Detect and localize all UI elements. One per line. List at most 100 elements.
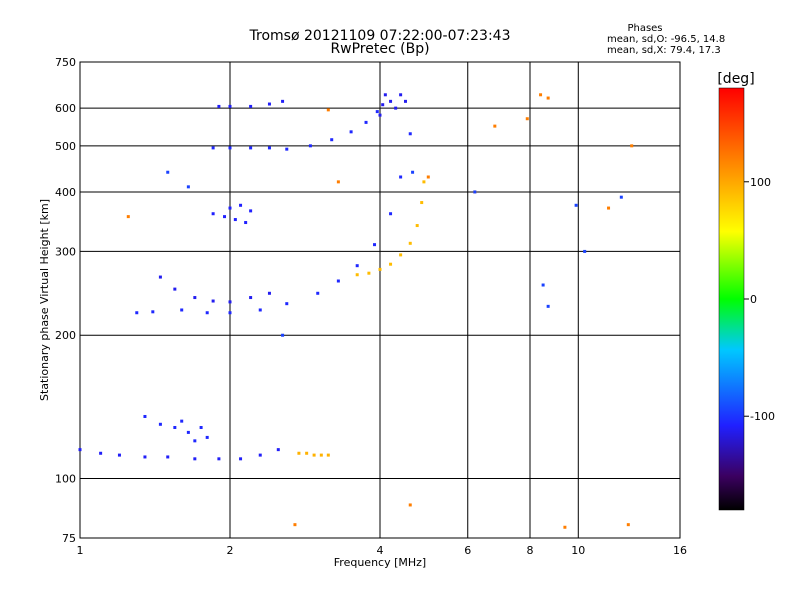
data-point [525, 117, 529, 121]
data-point [258, 453, 262, 457]
y-tick-label: 75 [62, 532, 76, 545]
colorbar-tick-label: -100 [750, 410, 775, 423]
grid-lines [79, 61, 681, 539]
data-point [281, 99, 285, 103]
data-point [143, 414, 147, 418]
data-point [258, 308, 262, 312]
data-point [249, 296, 253, 300]
data-point [205, 311, 209, 315]
data-point [408, 132, 412, 136]
data-point [399, 253, 403, 257]
data-point [319, 453, 323, 457]
data-point [411, 170, 415, 174]
data-point [180, 419, 184, 423]
x-axis-ticks: 1 2 4 6 8 10 16 [77, 544, 688, 557]
data-point [326, 453, 330, 457]
data-point [276, 448, 280, 452]
data-point [355, 264, 359, 268]
data-point [399, 175, 403, 179]
data-point [546, 96, 550, 100]
data-point [239, 203, 243, 207]
x-tick-label: 4 [377, 544, 384, 557]
data-point [193, 296, 197, 300]
phase-stats-o: mean, sd,O: -96.5, 14.8 [607, 34, 725, 45]
data-point [267, 291, 271, 295]
data-point [415, 224, 419, 228]
data-point [364, 120, 368, 124]
data-point [143, 455, 147, 459]
data-point [217, 104, 221, 108]
data-point [249, 209, 253, 213]
data-point [228, 104, 232, 108]
data-point [316, 291, 320, 295]
y-axis-ticks: 75 100 200 300 400 500 600 750 [55, 56, 76, 545]
colorbar: [deg] 100 0 -100 [717, 71, 775, 511]
data-point [375, 110, 379, 114]
data-point [383, 93, 387, 97]
data-point [211, 146, 215, 150]
data-point [285, 302, 289, 306]
data-point [312, 453, 316, 457]
y-tick-label: 300 [55, 245, 76, 258]
y-tick-label: 600 [55, 102, 76, 115]
data-point [619, 195, 623, 199]
data-point [378, 267, 382, 271]
y-tick-label: 200 [55, 329, 76, 342]
data-point [249, 104, 253, 108]
y-tick-label: 400 [55, 186, 76, 199]
data-point [199, 425, 203, 429]
data-point [297, 451, 301, 455]
data-point [426, 175, 430, 179]
data-point [211, 299, 215, 303]
phase-stats-x: mean, sd,X: 79.4, 17.3 [607, 45, 721, 56]
data-point [205, 435, 209, 439]
data-point [267, 146, 271, 150]
x-tick-label: 10 [571, 544, 585, 557]
x-axis-label: Frequency [MHz] [334, 556, 426, 569]
data-point [539, 93, 543, 97]
data-point [173, 287, 177, 291]
data-point [267, 102, 271, 106]
data-point [217, 457, 221, 461]
x-tick-label: 1 [77, 544, 84, 557]
data-point [607, 206, 611, 210]
data-point [158, 275, 162, 279]
plot-area: 1 2 4 6 8 10 16 75 100 200 300 400 500 600 750 [55, 56, 687, 557]
data-point [422, 180, 426, 184]
data-point [99, 451, 103, 455]
data-point [135, 311, 139, 315]
data-point [308, 144, 312, 148]
data-point [211, 212, 215, 216]
data-point [233, 218, 237, 222]
data-point [583, 249, 587, 253]
data-point [305, 451, 309, 455]
data-point [249, 146, 253, 150]
colorbar-tick-label: 0 [750, 293, 757, 306]
data-point [78, 448, 82, 452]
data-point [546, 304, 550, 308]
colorbar-ticks: 100 0 -100 [744, 176, 775, 423]
data-point [355, 273, 359, 277]
data-point [563, 525, 567, 529]
data-point [244, 221, 248, 225]
phase-stats-title: Phases [627, 23, 662, 34]
data-point [223, 215, 227, 219]
data-point [367, 271, 371, 275]
data-point [408, 241, 412, 245]
data-point [626, 523, 630, 527]
data-point [158, 422, 162, 426]
y-tick-label: 100 [55, 473, 76, 486]
y-axis-label: Stationary phase Virtual Height [km] [38, 199, 51, 401]
data-point [473, 190, 477, 194]
data-point [228, 206, 232, 210]
data-points [78, 93, 634, 529]
data-point [493, 124, 497, 128]
data-point [574, 203, 578, 207]
x-tick-label: 16 [673, 544, 687, 557]
y-tick-label: 500 [55, 140, 76, 153]
data-point [239, 457, 243, 461]
data-point [228, 146, 232, 150]
data-point [166, 170, 170, 174]
data-point [336, 279, 340, 283]
